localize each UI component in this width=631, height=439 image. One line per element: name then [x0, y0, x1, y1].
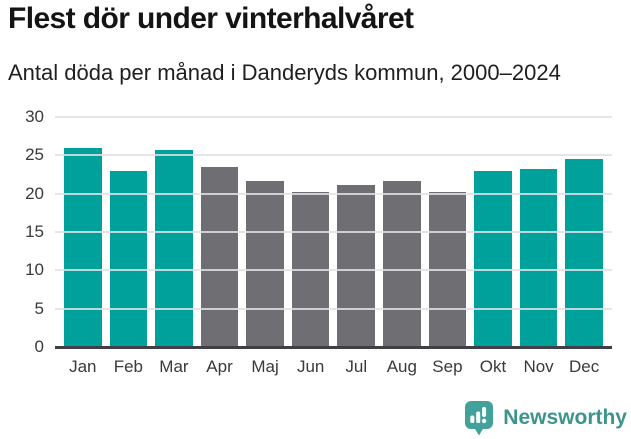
gridline — [55, 231, 612, 233]
x-tick-label: Nov — [523, 357, 554, 376]
x-tick-label: Jul — [345, 357, 368, 376]
x-tick-label: Sep — [432, 357, 463, 376]
bar-feb — [109, 170, 148, 347]
gridline — [55, 269, 612, 272]
bar-dec — [565, 159, 603, 347]
x-axis-labels: Jan Feb Mar Apr Maj Jun Jul Aug Sep Okt Nov Dec — [55, 357, 612, 377]
y-tick-label: 10 — [25, 260, 44, 280]
x-tick-label: Dec — [569, 357, 600, 376]
chart-title: Flest dör under vinterhalvåret — [8, 2, 414, 35]
plot-area — [55, 116, 612, 349]
x-tick-label: Maj — [251, 357, 279, 376]
chart-subtitle: Antal döda per månad i Danderyds kommun,… — [8, 60, 561, 85]
x-axis-line — [55, 346, 612, 349]
bar-apr — [200, 166, 239, 347]
y-axis-labels: 0 5 10 15 20 25 30 — [0, 107, 44, 356]
newsworthy-logo-icon — [464, 400, 495, 436]
brand-name: Newsworthy — [503, 406, 627, 429]
bar-jan — [64, 147, 102, 347]
x-tick-label: Mar — [159, 357, 189, 376]
bar-mar — [155, 149, 193, 347]
y-tick-label: 20 — [25, 183, 44, 203]
gridline — [55, 116, 612, 118]
y-tick-label: 30 — [25, 107, 44, 126]
x-tick-label: Aug — [386, 357, 417, 376]
y-tick-label: 15 — [25, 222, 44, 241]
brand-footer: Newsworthy — [464, 400, 627, 436]
gridline — [55, 154, 612, 157]
gridline — [55, 307, 612, 310]
bar-nov — [519, 169, 558, 347]
y-tick-label: 25 — [25, 145, 44, 165]
y-tick-label: 5 — [34, 298, 44, 318]
bar-okt — [474, 170, 512, 347]
x-tick-label: Apr — [206, 357, 233, 376]
y-tick-label: 0 — [34, 337, 44, 356]
x-tick-label: Okt — [479, 357, 507, 376]
bar-jul — [337, 185, 376, 347]
bar-aug — [383, 181, 421, 347]
x-tick-label: Feb — [113, 357, 144, 376]
gridline — [55, 192, 612, 195]
x-tick-label: Jan — [69, 357, 97, 376]
bar-maj — [246, 181, 284, 347]
x-tick-label: Jun — [296, 357, 325, 376]
